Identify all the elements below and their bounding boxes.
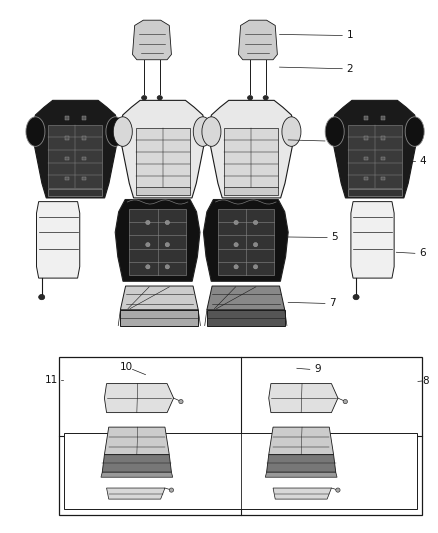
Ellipse shape <box>405 117 424 147</box>
Ellipse shape <box>165 243 170 247</box>
Bar <box>49 125 102 188</box>
Text: 8: 8 <box>422 376 429 386</box>
Polygon shape <box>269 427 334 455</box>
Bar <box>364 176 368 180</box>
Ellipse shape <box>253 265 258 269</box>
Bar <box>82 116 86 120</box>
Ellipse shape <box>234 221 238 224</box>
Bar <box>364 116 368 120</box>
Ellipse shape <box>234 243 238 247</box>
Bar <box>364 157 368 160</box>
Polygon shape <box>36 201 80 278</box>
Bar <box>364 136 368 140</box>
Polygon shape <box>120 310 198 326</box>
Ellipse shape <box>282 117 301 147</box>
Polygon shape <box>104 384 173 413</box>
Polygon shape <box>238 20 277 60</box>
Bar <box>49 189 102 196</box>
Ellipse shape <box>146 265 150 269</box>
Bar <box>218 209 274 274</box>
Ellipse shape <box>325 117 344 147</box>
Ellipse shape <box>202 117 221 147</box>
Ellipse shape <box>106 117 125 147</box>
Bar <box>381 116 385 120</box>
Bar <box>59 357 422 515</box>
Ellipse shape <box>26 117 45 147</box>
Bar <box>381 176 385 180</box>
Ellipse shape <box>343 399 347 403</box>
Polygon shape <box>120 100 206 198</box>
Bar <box>82 136 86 140</box>
Bar <box>381 136 385 140</box>
Text: 2: 2 <box>346 64 353 74</box>
Polygon shape <box>115 199 200 281</box>
Polygon shape <box>106 488 165 499</box>
Ellipse shape <box>193 117 212 147</box>
Polygon shape <box>208 100 294 198</box>
Ellipse shape <box>179 399 183 403</box>
Bar <box>82 157 86 160</box>
Ellipse shape <box>113 117 132 147</box>
Bar <box>224 187 279 195</box>
Polygon shape <box>273 488 332 499</box>
Polygon shape <box>101 472 173 477</box>
Ellipse shape <box>146 221 150 224</box>
Text: 11: 11 <box>45 375 58 385</box>
Bar <box>381 157 385 160</box>
Ellipse shape <box>253 243 258 247</box>
Bar <box>82 176 86 180</box>
Bar <box>348 189 402 196</box>
Bar <box>65 116 69 120</box>
Text: 9: 9 <box>314 365 321 374</box>
Polygon shape <box>265 472 337 477</box>
Ellipse shape <box>336 488 340 492</box>
Text: 3: 3 <box>329 136 336 146</box>
Polygon shape <box>269 384 338 413</box>
Polygon shape <box>133 20 171 60</box>
Ellipse shape <box>146 243 150 247</box>
Text: 7: 7 <box>329 298 336 309</box>
Polygon shape <box>203 199 288 281</box>
Ellipse shape <box>234 265 238 269</box>
Polygon shape <box>351 201 394 278</box>
Bar <box>130 209 186 274</box>
Text: 6: 6 <box>419 248 426 259</box>
Ellipse shape <box>263 95 268 100</box>
Ellipse shape <box>165 221 170 224</box>
Ellipse shape <box>141 95 147 100</box>
Bar <box>65 157 69 160</box>
Bar <box>136 128 190 188</box>
Ellipse shape <box>247 95 253 100</box>
Text: 5: 5 <box>332 232 338 243</box>
Bar <box>65 176 69 180</box>
Polygon shape <box>207 310 285 326</box>
Polygon shape <box>120 286 198 310</box>
Bar <box>136 187 190 195</box>
Ellipse shape <box>157 95 162 100</box>
Ellipse shape <box>253 221 258 224</box>
Text: 4: 4 <box>419 156 426 166</box>
Polygon shape <box>104 427 169 455</box>
Polygon shape <box>332 100 418 198</box>
Bar <box>65 136 69 140</box>
Polygon shape <box>102 455 171 472</box>
Ellipse shape <box>39 294 45 300</box>
Bar <box>64 433 417 509</box>
Bar <box>224 128 279 188</box>
Text: 1: 1 <box>346 30 353 41</box>
Polygon shape <box>32 100 118 198</box>
Ellipse shape <box>169 488 173 492</box>
Ellipse shape <box>165 265 170 269</box>
Bar <box>348 125 402 188</box>
Ellipse shape <box>353 294 359 300</box>
Text: 10: 10 <box>120 362 133 372</box>
Polygon shape <box>267 455 336 472</box>
Polygon shape <box>207 286 285 310</box>
